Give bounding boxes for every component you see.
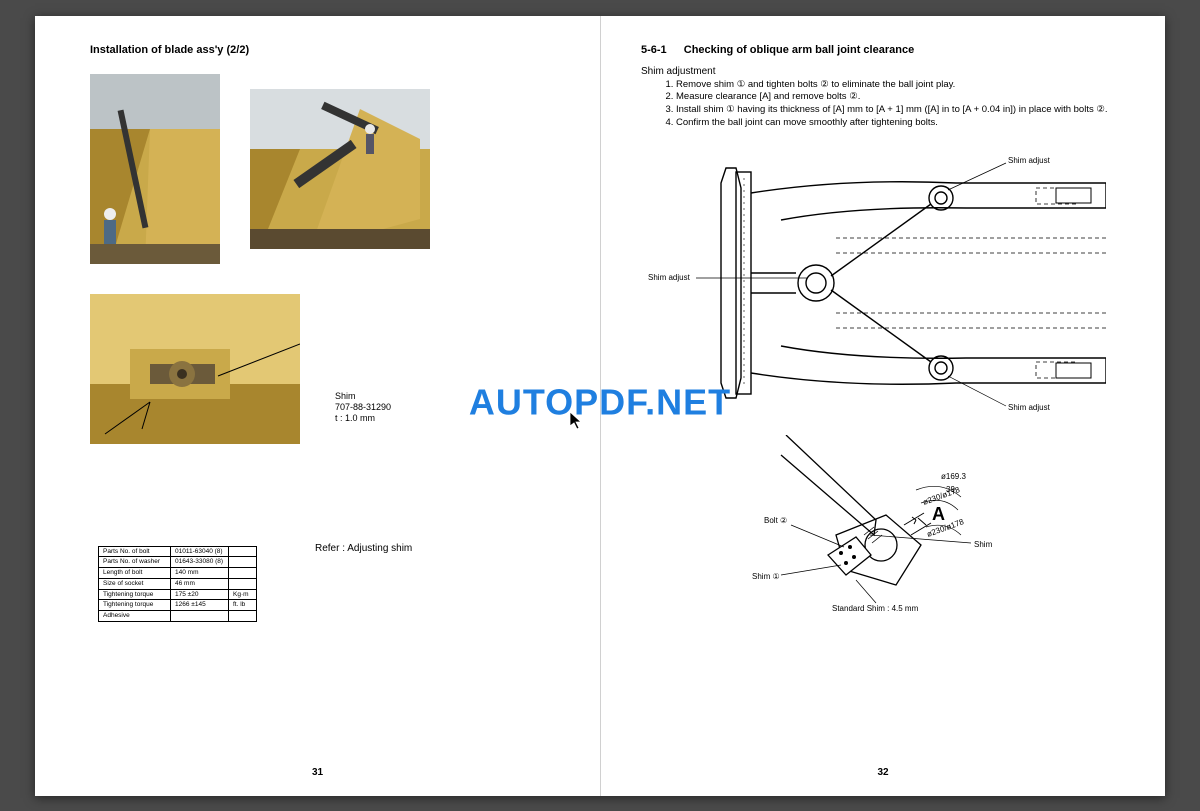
diagram-ball-joint-detail: Bolt ② Shim ① Shim Standard Shim : 4.5 m… (746, 435, 1006, 615)
dia2-label-std: Standard Shim : 4.5 mm (832, 604, 919, 613)
section-title-text: Checking of oblique arm ball joint clear… (684, 44, 914, 56)
dia2-dim1: ø169.3 (941, 472, 966, 481)
dia2-label-bolt: Bolt ② (764, 516, 787, 525)
table-cell: Kg·m (229, 589, 257, 600)
diagram-blade-top-view: Shim adjust Shim adjust Shim adjust (636, 148, 1106, 418)
spec-table: Parts No. of bolt01011-63040 (8)Parts No… (98, 546, 257, 623)
table-row: Parts No. of bolt01011-63040 (8) (99, 546, 257, 557)
photo-blade-assembly-2 (250, 89, 430, 249)
shim-label-line3: t : 1.0 mm (335, 413, 391, 424)
mouse-cursor (569, 411, 585, 431)
table-cell: 01643-33080 (8) (171, 557, 229, 568)
table-cell (171, 611, 229, 622)
table-row: Length of bolt140 mm (99, 568, 257, 579)
dia2-label-A: A (932, 504, 945, 524)
table-cell: Parts No. of bolt (99, 546, 171, 557)
pdf-viewer: AUTOPDF.NET Installation of blade ass'y … (35, 16, 1165, 796)
table-cell: Adhesive (99, 611, 171, 622)
table-cell (229, 578, 257, 589)
table-row: Size of socket46 mm (99, 578, 257, 589)
table-cell: Length of bolt (99, 568, 171, 579)
table-cell: Parts No. of washer (99, 557, 171, 568)
table-cell (229, 611, 257, 622)
table-row: Parts No. of washer01643-33080 (8) (99, 557, 257, 568)
table-cell: Tightening torque (99, 600, 171, 611)
table-cell: Tightening torque (99, 589, 171, 600)
table-row: Adhesive (99, 611, 257, 622)
table-cell: ft. lb (229, 600, 257, 611)
shim-label-line1: Shim (335, 391, 391, 402)
dia2-label-shim1: Shim ① (752, 572, 780, 581)
table-cell: 01011-63040 (8) (171, 546, 229, 557)
table-cell: 46 mm (171, 578, 229, 589)
step-item: Measure clearance [A] and remove bolts ②… (676, 91, 1110, 104)
dia1-label-mid: Shim adjust (648, 273, 691, 282)
spec-table-body: Parts No. of bolt01011-63040 (8)Parts No… (99, 546, 257, 622)
right-page-title: 5-6-1 Checking of oblique arm ball joint… (641, 44, 1110, 56)
step-item: Confirm the ball joint can move smoothly… (676, 117, 1110, 130)
table-cell: 175 ±20 (171, 589, 229, 600)
dia1-label-bot: Shim adjust (1008, 403, 1051, 412)
dia1-label-top: Shim adjust (1008, 156, 1051, 165)
page-right: 5-6-1 Checking of oblique arm ball joint… (600, 16, 1165, 796)
table-row: Tightening torque1266 ±145ft. lb (99, 600, 257, 611)
left-page-title: Installation of blade ass'y (2/2) (90, 44, 560, 56)
page-number-right: 32 (877, 767, 888, 778)
photo-shim-detail (90, 294, 300, 444)
table-cell (229, 557, 257, 568)
shim-part-label: Shim 707-88-31290 t : 1.0 mm (335, 391, 391, 425)
table-row: Tightening torque175 ±20Kg·m (99, 589, 257, 600)
step-item: Remove shim ① and tighten bolts ② to eli… (676, 79, 1110, 92)
photo-blade-assembly-1 (90, 74, 220, 264)
table-cell: 140 mm (171, 568, 229, 579)
table-cell (229, 568, 257, 579)
table-cell (229, 546, 257, 557)
page-number-left: 31 (312, 767, 323, 778)
step-item: Install shim ① having its thickness of [… (676, 104, 1110, 117)
table-cell: Size of socket (99, 578, 171, 589)
shim-label-line2: 707-88-31290 (335, 402, 391, 413)
page-left: Installation of blade ass'y (2/2) (35, 16, 600, 796)
step-list: Remove shim ① and tighten bolts ② to eli… (661, 79, 1110, 130)
dia2-label-shim: Shim (974, 540, 993, 549)
photo-row-top (90, 74, 560, 264)
section-number: 5-6-1 (641, 44, 667, 56)
subhead: Shim adjustment (641, 66, 1110, 77)
table-cell: 1266 ±145 (171, 600, 229, 611)
refer-label: Refer : Adjusting shim (315, 543, 412, 554)
